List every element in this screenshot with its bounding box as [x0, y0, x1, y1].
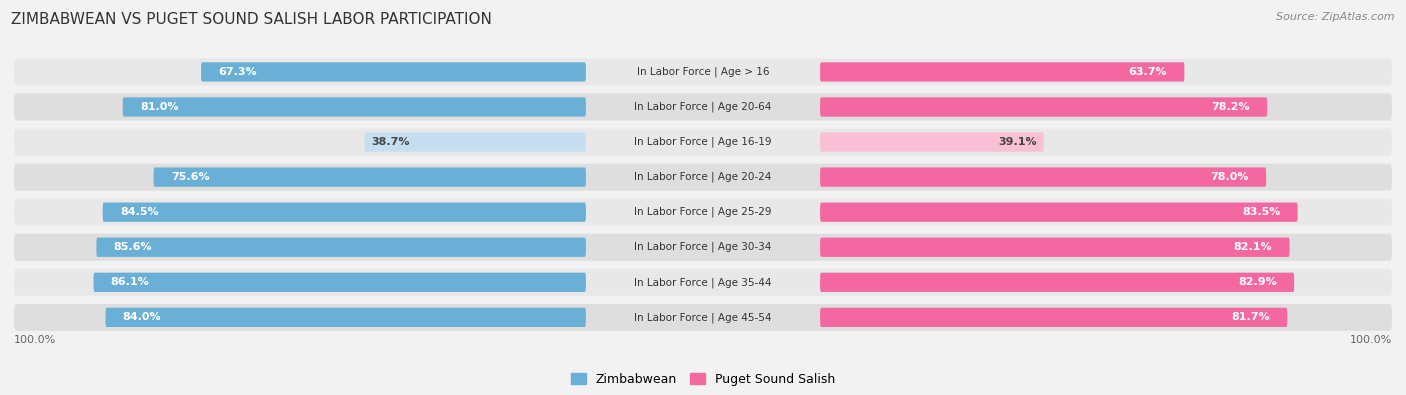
FancyBboxPatch shape — [153, 167, 586, 187]
FancyBboxPatch shape — [201, 62, 586, 82]
Text: 83.5%: 83.5% — [1241, 207, 1281, 217]
FancyBboxPatch shape — [820, 167, 1267, 187]
FancyBboxPatch shape — [820, 97, 1267, 117]
Text: 78.2%: 78.2% — [1212, 102, 1250, 112]
Text: 75.6%: 75.6% — [170, 172, 209, 182]
Text: In Labor Force | Age 25-29: In Labor Force | Age 25-29 — [634, 207, 772, 217]
Text: 85.6%: 85.6% — [114, 242, 152, 252]
FancyBboxPatch shape — [97, 238, 586, 257]
Text: 39.1%: 39.1% — [998, 137, 1036, 147]
Text: 84.0%: 84.0% — [122, 312, 162, 322]
FancyBboxPatch shape — [820, 238, 1289, 257]
FancyBboxPatch shape — [14, 199, 1392, 226]
Text: 63.7%: 63.7% — [1129, 67, 1167, 77]
Text: 84.5%: 84.5% — [120, 207, 159, 217]
FancyBboxPatch shape — [94, 273, 586, 292]
Text: In Labor Force | Age > 16: In Labor Force | Age > 16 — [637, 67, 769, 77]
Text: 78.0%: 78.0% — [1211, 172, 1249, 182]
Text: In Labor Force | Age 20-64: In Labor Force | Age 20-64 — [634, 102, 772, 112]
Text: 82.1%: 82.1% — [1233, 242, 1272, 252]
Text: ZIMBABWEAN VS PUGET SOUND SALISH LABOR PARTICIPATION: ZIMBABWEAN VS PUGET SOUND SALISH LABOR P… — [11, 12, 492, 27]
Text: 82.9%: 82.9% — [1239, 277, 1277, 287]
FancyBboxPatch shape — [820, 132, 1043, 152]
FancyBboxPatch shape — [14, 128, 1392, 156]
FancyBboxPatch shape — [105, 308, 586, 327]
Text: 86.1%: 86.1% — [111, 277, 149, 287]
Text: Source: ZipAtlas.com: Source: ZipAtlas.com — [1277, 12, 1395, 22]
FancyBboxPatch shape — [14, 304, 1392, 331]
FancyBboxPatch shape — [14, 58, 1392, 85]
FancyBboxPatch shape — [820, 203, 1298, 222]
FancyBboxPatch shape — [364, 132, 586, 152]
FancyBboxPatch shape — [14, 234, 1392, 261]
FancyBboxPatch shape — [14, 94, 1392, 120]
FancyBboxPatch shape — [820, 273, 1294, 292]
Text: 38.7%: 38.7% — [371, 137, 411, 147]
Text: In Labor Force | Age 45-54: In Labor Force | Age 45-54 — [634, 312, 772, 323]
FancyBboxPatch shape — [820, 62, 1184, 82]
Text: In Labor Force | Age 30-34: In Labor Force | Age 30-34 — [634, 242, 772, 252]
Text: 81.7%: 81.7% — [1232, 312, 1270, 322]
Text: In Labor Force | Age 16-19: In Labor Force | Age 16-19 — [634, 137, 772, 147]
Text: 100.0%: 100.0% — [14, 335, 56, 345]
FancyBboxPatch shape — [103, 203, 586, 222]
Text: In Labor Force | Age 35-44: In Labor Force | Age 35-44 — [634, 277, 772, 288]
Legend: Zimbabwean, Puget Sound Salish: Zimbabwean, Puget Sound Salish — [567, 368, 839, 391]
Text: In Labor Force | Age 20-24: In Labor Force | Age 20-24 — [634, 172, 772, 182]
FancyBboxPatch shape — [122, 97, 586, 117]
FancyBboxPatch shape — [14, 164, 1392, 191]
Text: 67.3%: 67.3% — [218, 67, 257, 77]
Text: 81.0%: 81.0% — [141, 102, 179, 112]
Text: 100.0%: 100.0% — [1350, 335, 1392, 345]
FancyBboxPatch shape — [820, 308, 1288, 327]
FancyBboxPatch shape — [14, 269, 1392, 296]
